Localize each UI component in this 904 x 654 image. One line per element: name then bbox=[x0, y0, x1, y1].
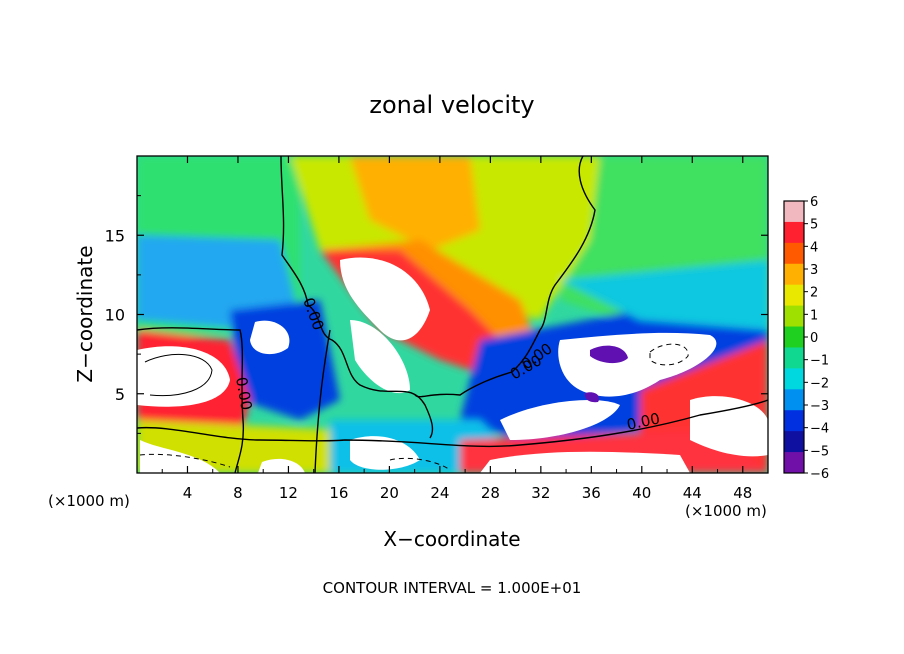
x-axis-ticks: 4 8 12 16 20 24 28 32 36 40 44 48 bbox=[161, 156, 752, 502]
colorbar-frame bbox=[783, 200, 805, 474]
y-tick-label: 10 bbox=[105, 306, 125, 325]
x-tick-label: 16 bbox=[329, 484, 348, 502]
contour-interval-footer: CONTOUR INTERVAL = 1.000E+01 bbox=[323, 579, 582, 597]
colorbar-swatch bbox=[784, 201, 804, 223]
colorbar-tick-label: 0 bbox=[810, 331, 818, 346]
x-unit-left: (×1000 m) bbox=[48, 492, 130, 510]
x-unit-right: (×1000 m) bbox=[685, 502, 767, 520]
colorbar-swatch bbox=[784, 263, 804, 286]
colorbar-tick-label: −3 bbox=[810, 399, 829, 414]
contour-zero-right bbox=[414, 156, 596, 398]
x-tick-label: 36 bbox=[582, 484, 601, 502]
x-tick-label: 44 bbox=[683, 484, 702, 502]
colorbar-tick-label: 2 bbox=[810, 286, 818, 301]
contour-dashed-bottom bbox=[139, 453, 231, 468]
colorbar-swatch bbox=[784, 326, 804, 348]
colorbar-swatch bbox=[784, 221, 804, 244]
velocity-field bbox=[137, 156, 768, 473]
colorbar-swatch bbox=[784, 242, 804, 265]
region-blue-left bbox=[137, 235, 300, 330]
x-tick-label: 20 bbox=[380, 484, 399, 502]
y-tick-label: 15 bbox=[105, 226, 125, 245]
colorbar-swatch bbox=[784, 284, 804, 307]
colorbar-swatch bbox=[784, 389, 804, 411]
colorbar-tick-label: 5 bbox=[810, 218, 818, 233]
colorbar-tick-label: −5 bbox=[810, 444, 829, 459]
chart-title: zonal velocity bbox=[369, 91, 534, 119]
colorbar-tick-label: −4 bbox=[810, 422, 829, 437]
contour-zero-mid bbox=[314, 329, 331, 473]
x-axis-label: X−coordinate bbox=[383, 527, 520, 551]
x-tick-label: 8 bbox=[233, 484, 243, 502]
x-tick-label: 12 bbox=[279, 484, 298, 502]
colorbar-swatch bbox=[784, 368, 804, 390]
contour-closed-left bbox=[144, 353, 213, 397]
contour-label: 0.00 bbox=[232, 376, 256, 412]
contour-zero-lower-left bbox=[137, 327, 245, 473]
y-axis-label: Z−coordinate bbox=[73, 245, 97, 382]
colorbar-swatch bbox=[784, 305, 804, 328]
colorbar-swatch bbox=[784, 410, 804, 432]
colorbar-swatch bbox=[784, 452, 804, 474]
colorbar-tick-label: −2 bbox=[810, 376, 829, 391]
x-tick-label: 48 bbox=[733, 484, 752, 502]
contour-zero-upper-left bbox=[280, 156, 434, 439]
colorbar-tick-label: −6 bbox=[810, 467, 829, 482]
region-cyan-right bbox=[560, 260, 768, 330]
x-tick-label: 4 bbox=[183, 484, 193, 502]
colorbar-swatch bbox=[784, 347, 804, 369]
colorbar-tick-label: −1 bbox=[810, 354, 829, 369]
colorbar-swatch bbox=[784, 431, 804, 453]
y-axis-ticks: 5 10 15 bbox=[105, 195, 768, 434]
contour-lines bbox=[137, 156, 768, 473]
colorbar-tick-label: 4 bbox=[810, 240, 818, 255]
colorbar-tick-label: 1 bbox=[810, 308, 818, 323]
colorbar-tick-label: 6 bbox=[810, 195, 818, 210]
colorbar: 6 5 4 3 2 1 0 −1 −2 −3 −4 −5 −6 bbox=[784, 195, 829, 482]
x-tick-label: 24 bbox=[430, 484, 449, 502]
x-tick-label: 32 bbox=[531, 484, 550, 502]
y-tick-label: 5 bbox=[115, 385, 125, 404]
x-tick-label: 28 bbox=[481, 484, 500, 502]
x-tick-label: 40 bbox=[632, 484, 651, 502]
colorbar-tick-label: 3 bbox=[810, 263, 818, 278]
purple-edges bbox=[584, 345, 628, 403]
contour-dashed-bottom-mid bbox=[389, 457, 451, 471]
region-orange-top bbox=[350, 156, 480, 250]
contour-dashed-right bbox=[649, 343, 689, 366]
contour-zero-lower-band bbox=[137, 399, 768, 448]
